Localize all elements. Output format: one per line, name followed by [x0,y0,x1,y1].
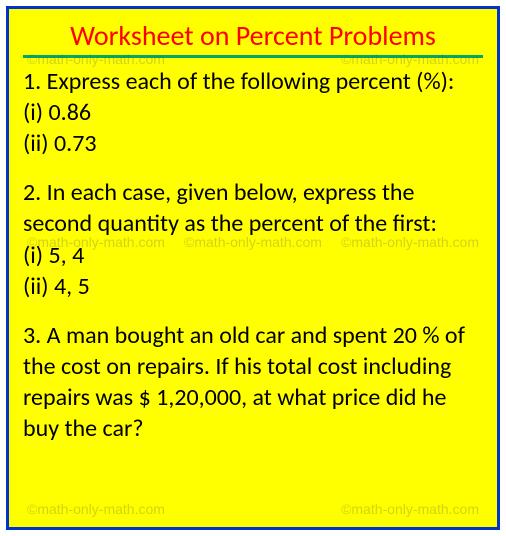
question-3: 3. A man bought an old car and spent 20 … [23,320,483,445]
question-2-part-i: (i) 5, 4 [23,240,483,271]
question-3-prompt: 3. A man bought an old car and spent 20 … [23,320,483,445]
question-1-part-ii: (ii) 0.73 [23,128,483,159]
watermark-bottom-right: ©math-only-math.com [341,501,479,517]
question-2-prompt: 2. In each case, given below, express th… [23,177,483,239]
worksheet-title: Worksheet on Percent Problems [23,19,483,58]
question-2-part-ii: (ii) 4, 5 [23,271,483,302]
question-1: 1. Express each of the following percent… [23,66,483,160]
question-2: 2. In each case, given below, express th… [23,177,483,302]
question-1-prompt: 1. Express each of the following percent… [23,66,483,97]
watermark-bottom-left: ©math-only-math.com [27,501,165,517]
question-1-part-i: (i) 0.86 [23,97,483,128]
worksheet-container: Worksheet on Percent Problems 1. Express… [6,6,500,530]
